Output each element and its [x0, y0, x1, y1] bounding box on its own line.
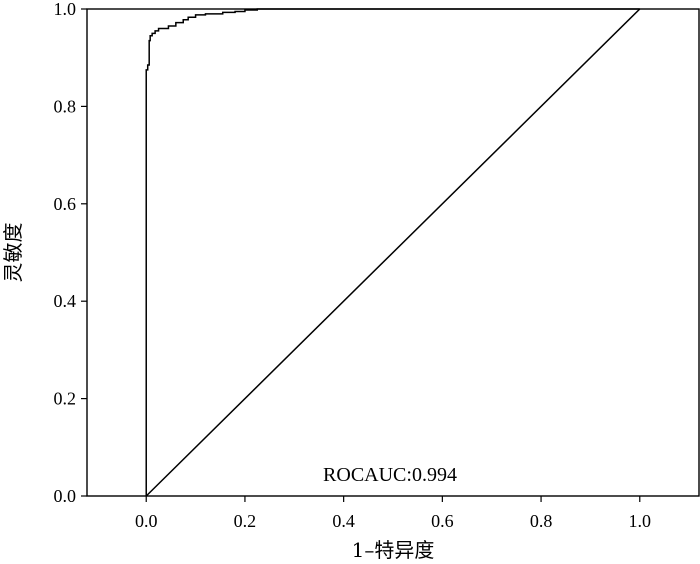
- x-tick-label: 0.6: [431, 511, 454, 531]
- x-tick-label: 1.0: [629, 511, 652, 531]
- roc-curve-line: [145, 8, 640, 496]
- diagonal-reference-line: [145, 8, 641, 497]
- x-axis: 0.0 0.2 0.4 0.6 0.8 1.0: [135, 496, 651, 531]
- auc-annotation: ROCAUC:0.994: [323, 464, 457, 486]
- y-axis: 0.0 0.2 0.4 0.6 0.8 1.0: [54, 0, 87, 506]
- y-tick-label: 0.2: [54, 389, 77, 409]
- y-tick-label: 0.8: [54, 96, 77, 116]
- x-tick-label: 0.2: [234, 511, 257, 531]
- y-tick-label: 1.0: [54, 0, 77, 19]
- plot-frame: [86, 8, 700, 497]
- y-tick-label: 0.6: [54, 194, 77, 214]
- x-tick-label: 0.0: [135, 511, 158, 531]
- y-axis-title: 灵敏度: [1, 223, 25, 283]
- y-tick-label: 0.4: [54, 291, 77, 311]
- x-axis-title: 1–特异度: [352, 538, 435, 562]
- plot-area: [145, 8, 641, 497]
- y-tick-label: 0.0: [54, 486, 77, 506]
- x-tick-label: 0.8: [530, 511, 553, 531]
- x-tick-label: 0.4: [332, 511, 355, 531]
